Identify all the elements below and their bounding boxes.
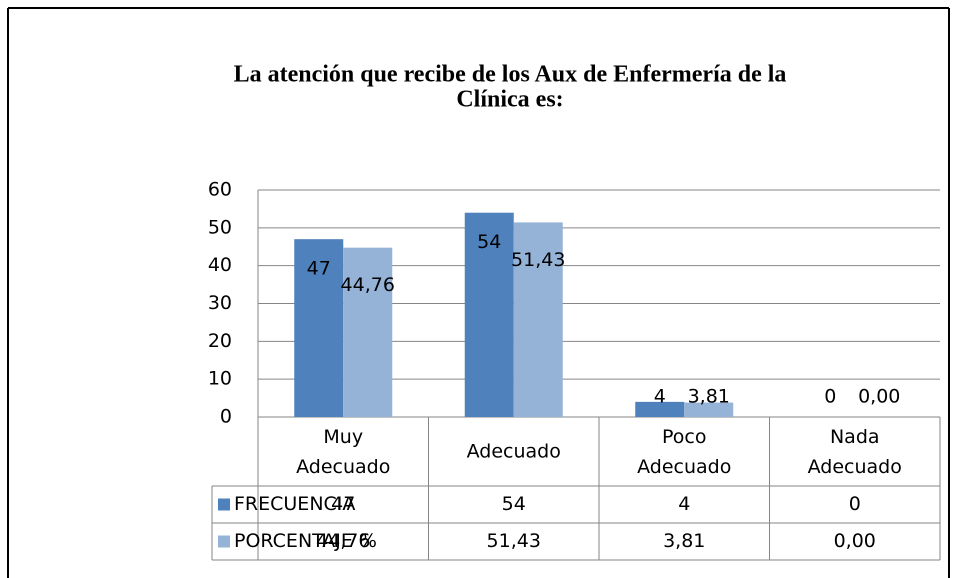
bar <box>464 212 514 417</box>
y-tick-label: 30 <box>208 292 232 314</box>
table-cell: 54 <box>502 493 526 515</box>
table-cell: 3,81 <box>663 530 705 552</box>
y-tick-label: 0 <box>220 406 232 428</box>
y-tick-label: 60 <box>208 179 232 201</box>
chart-title: Clínica es: <box>456 87 563 113</box>
x-tick-label: Muy Adecuado <box>296 426 390 478</box>
x-tick-label: Poco Adecuado <box>637 426 731 478</box>
bar <box>294 239 344 417</box>
y-tick-label: 50 <box>208 216 232 238</box>
data-label: 4 <box>654 386 666 408</box>
table-cell: 0 <box>849 493 861 515</box>
data-label: 44,76 <box>341 274 395 296</box>
data-label: 0,00 <box>858 386 900 408</box>
data-label: 3,81 <box>688 386 730 408</box>
legend-swatch <box>218 535 230 548</box>
x-tick-label: Nada Adecuado <box>808 426 902 478</box>
table-cell: 4 <box>678 493 690 515</box>
table-cell: 0,00 <box>834 530 876 552</box>
table-cell: 47 <box>331 493 355 515</box>
y-tick-label: 10 <box>208 368 232 390</box>
bar <box>635 401 685 417</box>
table-cell: 51,43 <box>487 530 541 552</box>
table-cell: 44,76 <box>316 530 370 552</box>
x-tick-label: Adecuado <box>467 441 561 463</box>
data-label: 0 <box>824 386 836 408</box>
bar <box>684 402 734 417</box>
legend-label: PORCENTAJE % <box>234 530 377 552</box>
y-tick-label: 20 <box>208 330 232 352</box>
data-label: 47 <box>307 258 331 280</box>
y-tick-label: 40 <box>208 254 232 276</box>
legend-label: FRECUENCIA <box>234 493 355 515</box>
legend-swatch <box>218 498 230 511</box>
data-label: 51,43 <box>511 249 565 271</box>
chart-title: La atención que recibe de los Aux de Enf… <box>234 62 787 88</box>
bar <box>343 247 393 417</box>
data-label: 54 <box>477 231 501 253</box>
bar <box>513 222 563 417</box>
